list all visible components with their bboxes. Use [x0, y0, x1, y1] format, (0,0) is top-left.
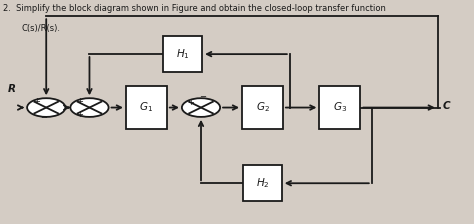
Text: R: R — [8, 84, 16, 94]
Text: $G_2$: $G_2$ — [255, 101, 269, 114]
Text: 2.  Simplify the block diagram shown in Figure and obtain the closed-loop transf: 2. Simplify the block diagram shown in F… — [3, 4, 386, 13]
Bar — [319, 86, 360, 129]
Text: C: C — [443, 101, 451, 111]
Text: +: + — [187, 98, 194, 107]
Text: +: + — [76, 97, 83, 106]
Text: $H_2$: $H_2$ — [255, 176, 269, 190]
Bar — [243, 166, 282, 201]
Text: −: − — [40, 113, 47, 122]
Text: +: + — [76, 110, 83, 119]
Text: +: + — [33, 97, 40, 106]
Text: $H_1$: $H_1$ — [176, 47, 190, 61]
Bar — [164, 36, 202, 72]
Text: $G_1$: $G_1$ — [139, 101, 154, 114]
Text: C(s)/R(s).: C(s)/R(s). — [21, 24, 60, 33]
Circle shape — [182, 98, 220, 117]
Circle shape — [70, 98, 109, 117]
Text: −: − — [200, 92, 206, 101]
Bar — [126, 86, 167, 129]
Circle shape — [27, 98, 65, 117]
Text: $G_3$: $G_3$ — [333, 101, 347, 114]
Bar — [242, 86, 283, 129]
